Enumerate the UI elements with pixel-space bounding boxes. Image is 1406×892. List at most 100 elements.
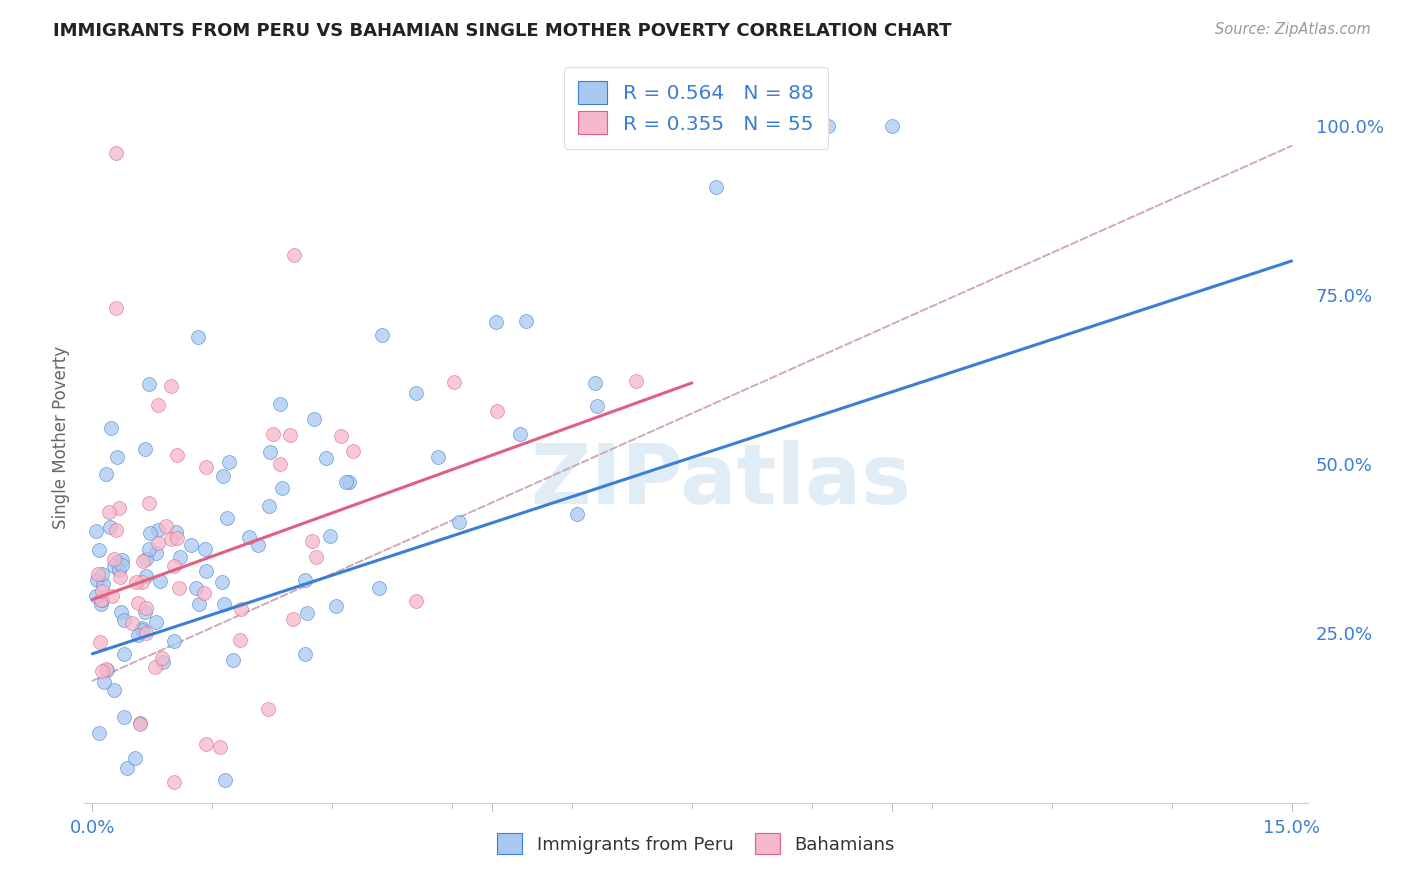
Point [165,524,187,539]
Point [103,683,125,698]
Point [128,717,150,731]
Point [145,615,167,629]
Point [262,427,284,442]
Point [94,467,117,481]
Point [186,581,208,595]
Point [160,532,183,546]
Point [485,315,508,329]
Point [112,647,135,661]
Point [238,531,260,545]
Point [231,602,253,616]
Point [93,675,115,690]
Point [89,726,111,740]
Point [90,584,112,599]
Point [108,563,131,577]
Point [86,573,108,587]
Point [131,574,153,589]
Point [87,542,110,557]
Point [257,702,280,716]
Point [105,145,128,160]
Point [108,500,131,515]
Point [215,511,238,525]
Point [98,520,121,534]
Point [127,597,149,611]
Point [155,519,177,533]
Point [105,301,128,316]
Point [138,376,160,391]
Point [146,523,169,537]
Point [405,594,427,608]
Point [294,573,316,587]
Point [330,428,353,442]
Y-axis label: Single Mother Poverty: Single Mother Poverty [52,345,70,529]
Point [222,653,245,667]
Point [125,575,148,590]
Point [96,663,118,677]
Point [301,533,323,548]
Point [105,555,128,569]
Point [132,554,155,568]
Point [319,529,342,543]
Point [426,450,449,464]
Point [166,531,188,545]
Point [229,632,252,647]
Point [163,559,186,574]
Point [135,568,157,582]
Point [90,598,112,612]
Point [86,524,108,538]
Point [138,496,160,510]
Point [166,448,188,462]
Point [302,412,325,426]
Point [146,536,169,550]
Point [194,737,217,751]
Text: Source: ZipAtlas.com: Source: ZipAtlas.com [1215,22,1371,37]
Point [195,564,218,578]
Point [194,541,217,556]
Point [304,549,326,564]
Point [294,647,316,661]
Point [139,525,162,540]
Point [112,709,135,723]
Point [283,248,305,262]
Point [160,378,183,392]
Point [270,481,292,495]
Point [169,550,191,565]
Point [103,559,125,574]
Point [214,773,236,788]
Point [209,739,232,754]
Point [405,385,427,400]
Point [121,615,143,630]
Point [269,397,291,411]
Point [567,508,589,522]
Point [100,421,122,435]
Point [257,499,280,513]
Point [110,553,132,567]
Text: ZIPatlas: ZIPatlas [530,441,911,522]
Point [167,582,190,596]
Point [188,597,211,611]
Point [93,576,115,591]
Point [135,625,157,640]
Point [128,715,150,730]
Point [212,468,235,483]
Point [163,774,186,789]
Point [131,624,153,638]
Point [94,662,117,676]
Point [509,427,531,442]
Point [124,750,146,764]
Point [247,538,270,552]
Point [143,660,166,674]
Legend: Immigrants from Peru, Bahamians: Immigrants from Peru, Bahamians [488,824,904,863]
Point [146,398,169,412]
Point [585,399,607,413]
Point [367,581,389,595]
Point [90,567,112,582]
Point [278,427,301,442]
Point [110,605,132,619]
Point [193,586,215,600]
Point [131,621,153,635]
Point [335,475,357,490]
Point [704,180,727,194]
Point [105,523,128,537]
Point [111,558,134,572]
